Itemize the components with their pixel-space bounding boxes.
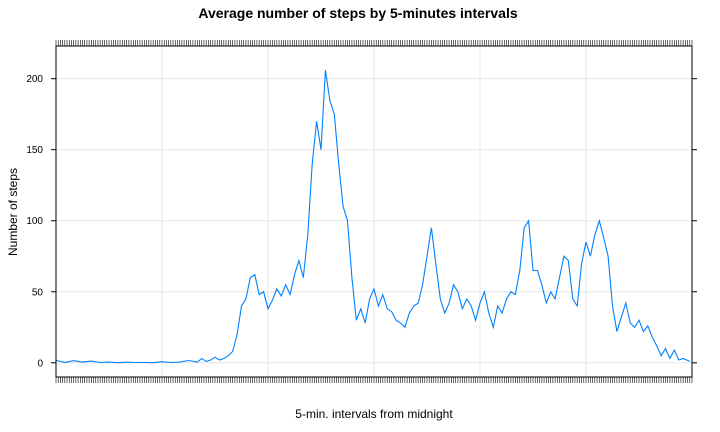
- series-line: [55, 70, 691, 364]
- x-axis-ticks: [55, 40, 693, 383]
- plot-frame: [55, 45, 693, 378]
- y-axis-ticks: 0 50 100 150 200: [26, 74, 697, 369]
- y-tick-label: 0: [37, 358, 43, 369]
- y-tick-label: 150: [26, 145, 43, 156]
- x-axis-label: 5-min. intervals from midnight: [295, 407, 453, 421]
- y-tick-label: 100: [26, 216, 43, 227]
- chart-title: Average number of steps by 5-minutes int…: [198, 5, 517, 21]
- y-tick-label: 200: [26, 74, 43, 85]
- y-tick-label: 50: [32, 287, 44, 298]
- grid: [56, 46, 692, 377]
- y-axis-label: Number of steps: [6, 168, 20, 256]
